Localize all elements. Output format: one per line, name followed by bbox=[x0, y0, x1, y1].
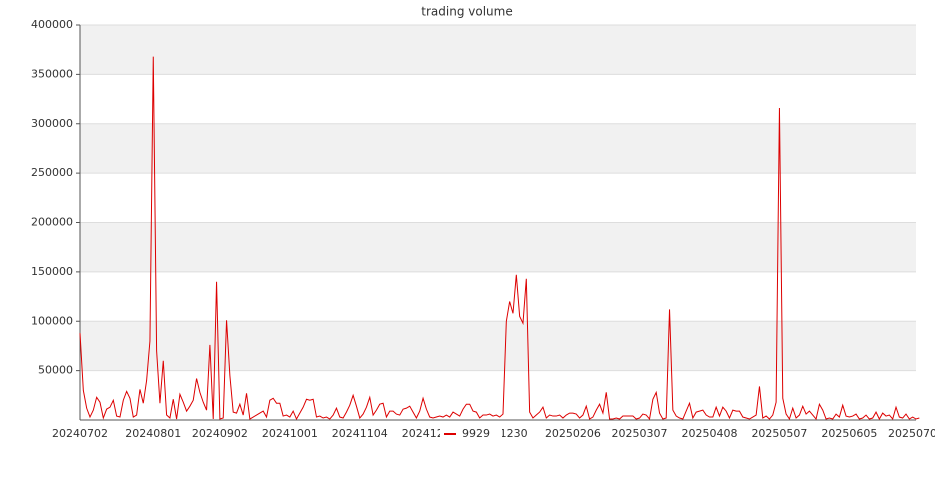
x-tick-label: 20240702 bbox=[52, 427, 108, 440]
grid-band bbox=[80, 321, 916, 371]
data-line bbox=[79, 56, 920, 421]
grid-band bbox=[80, 222, 916, 272]
legend-box bbox=[440, 424, 502, 444]
grid-band bbox=[80, 123, 916, 174]
x-tick-label: 20250605 bbox=[821, 427, 877, 440]
x-tick-label: 20241104 bbox=[332, 427, 388, 440]
x-tick-label: 20240902 bbox=[192, 427, 248, 440]
y-tick-label: 350000 bbox=[31, 67, 73, 80]
x-tick-label: 20250507 bbox=[751, 427, 807, 440]
x-tick-label: 20250307 bbox=[612, 427, 668, 440]
x-tick-label: 20241001 bbox=[262, 427, 318, 440]
x-tick-label: 20250206 bbox=[545, 427, 601, 440]
x-tick-label: 20240801 bbox=[125, 427, 181, 440]
y-tick-label: 100000 bbox=[31, 314, 73, 327]
y-tick-label: 250000 bbox=[31, 166, 73, 179]
chart-title: trading volume bbox=[421, 5, 512, 19]
x-tick-label: 20250702 bbox=[888, 427, 935, 440]
y-tick-label: 50000 bbox=[38, 364, 73, 377]
y-tick-label: 300000 bbox=[31, 117, 73, 130]
y-tick-label: 200000 bbox=[31, 216, 73, 229]
x-tick-label: 20250408 bbox=[681, 427, 737, 440]
y-tick-label: 150000 bbox=[31, 265, 73, 278]
y-tick-label: 400000 bbox=[31, 18, 73, 31]
grid-band bbox=[80, 25, 916, 75]
legend-label: 9929 bbox=[462, 427, 490, 440]
